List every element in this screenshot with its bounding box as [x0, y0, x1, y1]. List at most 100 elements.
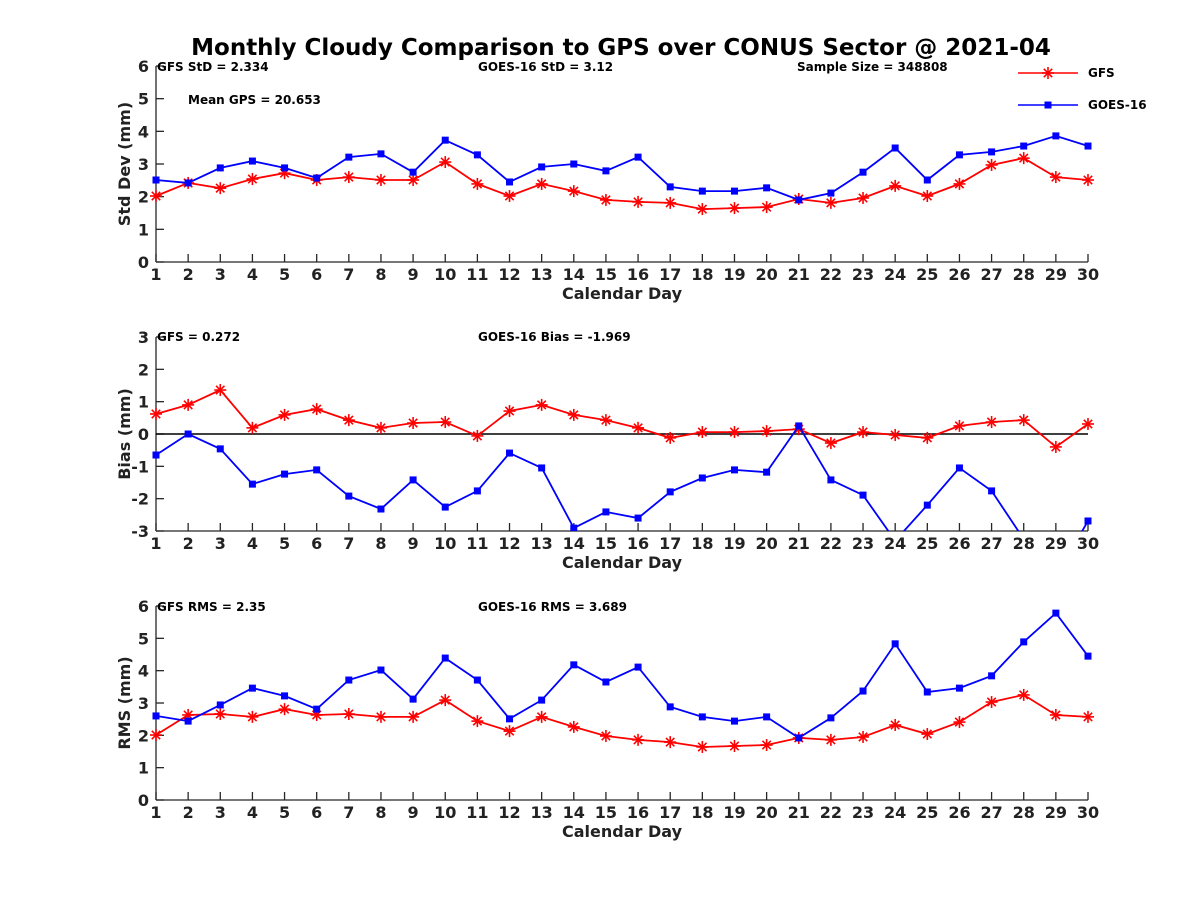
x-tick-label: 10: [434, 265, 456, 284]
x-tick-label: 26: [948, 803, 970, 822]
x-tick-label: 4: [247, 803, 258, 822]
annotation: Mean GPS = 20.653: [188, 93, 321, 107]
x-tick-label: 24: [884, 534, 906, 553]
series-goes16-point: [988, 487, 996, 495]
series-goes16-point: [666, 703, 674, 711]
x-tick-label: 22: [820, 803, 842, 822]
series-gfs-point: [150, 729, 162, 742]
series-goes16-point: [827, 714, 835, 722]
series-gfs-line: [155, 388, 1089, 449]
y-tick-label: 3: [138, 328, 149, 347]
series-goes16-point: [698, 713, 706, 721]
series-goes16-point: [730, 717, 738, 725]
series-gfs: [150, 384, 1094, 453]
series-goes16-point: [1084, 652, 1092, 660]
x-tick-label: 18: [691, 803, 713, 822]
x-tick-label: 21: [788, 265, 810, 284]
series-goes16-line: [155, 424, 1089, 531]
series-gfs-point: [889, 718, 902, 731]
y-tick-label: 3: [138, 155, 149, 174]
series-gfs-point: [921, 728, 934, 741]
series-gfs-point: [374, 421, 387, 434]
series-goes16-point: [634, 663, 642, 671]
x-tick-label: 17: [659, 803, 681, 822]
series-goes16-point: [441, 136, 449, 144]
series-goes16-point: [441, 503, 449, 511]
y-axis-label: RMS (mm): [115, 656, 134, 749]
x-tick-label: 5: [279, 803, 290, 822]
series-goes16-point: [281, 470, 289, 478]
x-tick-label: 1: [150, 803, 161, 822]
series-goes16-point: [634, 514, 642, 522]
series-gfs-point: [760, 201, 773, 214]
series-gfs-point: [889, 428, 902, 441]
series-gfs-point: [728, 202, 741, 215]
series-gfs-point: [439, 694, 452, 707]
series-goes16-point: [763, 713, 771, 721]
x-tick-label: 29: [1045, 803, 1067, 822]
x-tick-label: 28: [1013, 803, 1035, 822]
series-goes16-point: [409, 168, 417, 176]
x-tick-label: 25: [916, 534, 938, 553]
x-tick-label: 17: [659, 265, 681, 284]
series-goes16-point: [313, 174, 321, 182]
series-goes16-point: [216, 445, 224, 453]
series-gfs-point: [535, 710, 548, 723]
x-tick-label: 9: [408, 803, 419, 822]
y-axis-label: Std Dev (mm): [115, 102, 134, 226]
series-gfs-point: [599, 729, 612, 742]
annotation: GOES-16 RMS = 3.689: [478, 600, 627, 614]
x-tick-label: 22: [820, 534, 842, 553]
y-tick-label: 2: [138, 726, 149, 745]
plot-area: [150, 384, 1094, 531]
legend-marker-gfs: [1042, 67, 1054, 79]
series-goes16-point: [313, 705, 321, 713]
series-gfs-point: [567, 720, 580, 733]
y-tick-label: 2: [138, 188, 149, 207]
series-goes16-point: [538, 464, 546, 472]
series-goes16-point: [570, 160, 578, 168]
series-goes16-point: [795, 422, 803, 430]
x-tick-label: 23: [852, 534, 874, 553]
series-goes16-point: [506, 449, 514, 457]
y-tick-label: 1: [138, 220, 149, 239]
x-tick-label: 5: [279, 534, 290, 553]
series-gfs-point: [599, 193, 612, 206]
series-goes16-point: [248, 157, 256, 165]
series-gfs-point: [342, 707, 355, 720]
annotation: Sample Size = 348808: [797, 60, 948, 74]
series-gfs-point: [953, 419, 966, 432]
x-tick-label: 8: [375, 803, 386, 822]
y-tick-label: -1: [131, 457, 149, 476]
series-goes16-point: [184, 179, 192, 187]
y-axis-label: Bias (mm): [115, 388, 134, 480]
series-goes16-point: [1020, 142, 1028, 150]
series-goes16-point: [216, 164, 224, 172]
series-goes16-line: [155, 134, 1089, 201]
series-gfs-point: [1082, 417, 1094, 430]
x-tick-label: 30: [1077, 265, 1099, 284]
plot-area: [150, 132, 1094, 216]
x-tick-label: 1: [150, 534, 161, 553]
series-goes16-point: [281, 164, 289, 172]
y-tick-label: 6: [138, 57, 149, 76]
series-goes16-point: [698, 474, 706, 482]
y-tick-label: 2: [138, 360, 149, 379]
series-goes16-point: [152, 712, 160, 720]
series-goes16-point: [377, 505, 385, 513]
x-tick-label: 11: [466, 534, 488, 553]
series-gfs-point: [824, 733, 837, 746]
series-gfs-point: [985, 696, 998, 709]
series-gfs-point: [632, 195, 645, 208]
series-gfs-point: [857, 730, 870, 743]
series-gfs: [150, 688, 1094, 753]
x-tick-label: 27: [980, 534, 1002, 553]
y-tick-label: 5: [138, 629, 149, 648]
series-gfs-point: [664, 431, 677, 444]
series-goes16-point: [1052, 609, 1060, 617]
series-gfs-point: [664, 736, 677, 749]
x-tick-label: 6: [311, 265, 322, 284]
series-goes16-point: [345, 492, 353, 500]
series-goes16-point: [763, 468, 771, 476]
